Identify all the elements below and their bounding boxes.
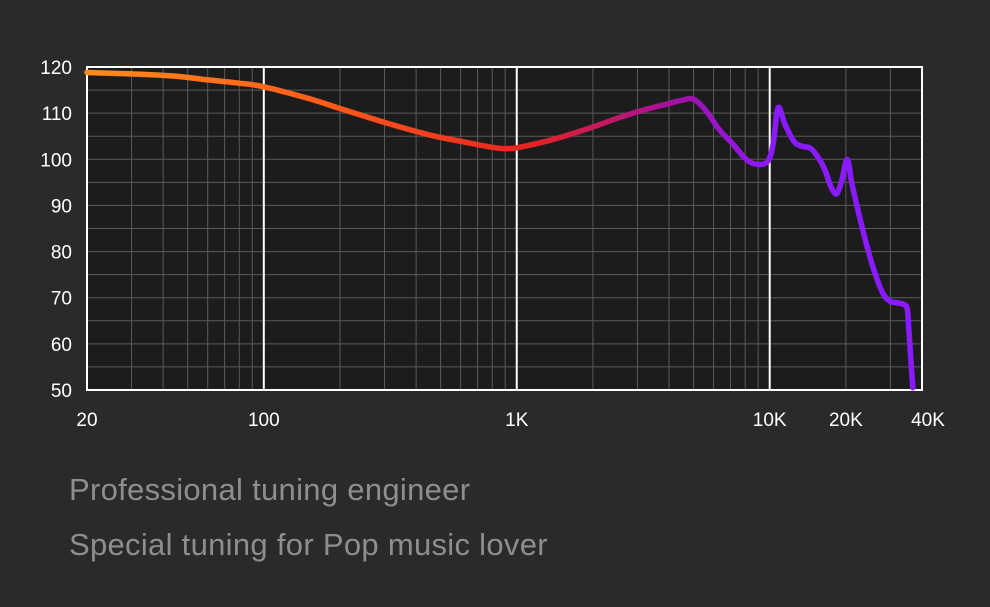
y-tick-label: 80 (51, 243, 72, 264)
y-axis-tick-labels: 120 110 100 90 80 70 60 50 (40, 58, 72, 402)
y-tick-label: 100 (40, 150, 72, 171)
x-tick-label: 20 (76, 410, 97, 431)
major-gridlines (262, 67, 771, 390)
y-tick-label: 70 (51, 289, 72, 310)
x-tick-label: 20K (829, 410, 863, 431)
y-tick-label: 120 (40, 58, 72, 79)
caption-line-1: Professional tuning engineer (69, 472, 471, 507)
y-tick-label: 50 (51, 381, 72, 402)
minor-gridlines (87, 67, 922, 390)
frequency-response-line (84, 69, 916, 391)
response-curve-group (84, 69, 916, 391)
y-tick-label: 90 (51, 196, 72, 217)
x-tick-label: 40K (911, 410, 945, 431)
x-tick-label: 10K (753, 410, 787, 431)
y-tick-label: 60 (51, 335, 72, 356)
x-tick-label: 1K (505, 410, 529, 431)
plot-frame (86, 66, 923, 391)
y-tick-label: 110 (42, 104, 72, 125)
x-axis-tick-labels: 20 100 1K 10K 20K 40K (76, 410, 945, 431)
x-tick-label: 100 (248, 410, 280, 431)
caption-line-2: Special tuning for Pop music lover (69, 527, 548, 562)
